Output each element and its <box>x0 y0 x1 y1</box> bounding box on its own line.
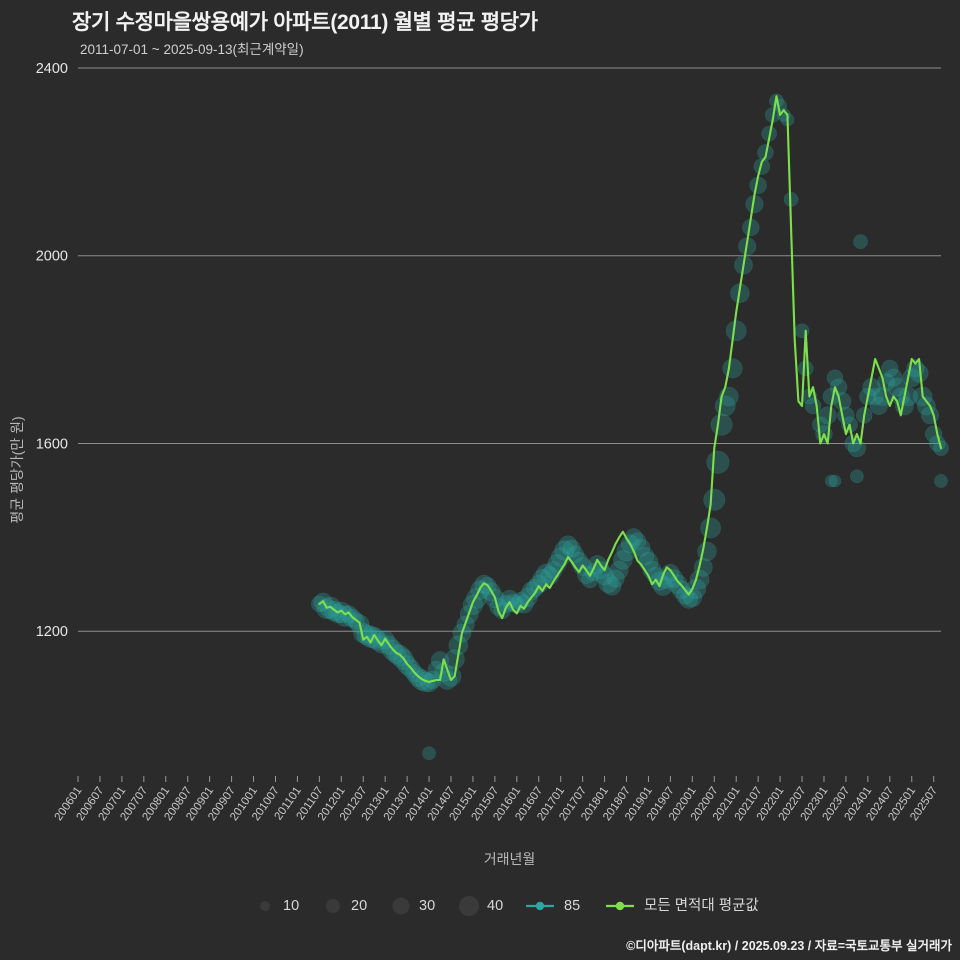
data-point-bubble <box>921 406 940 425</box>
legend-size-bubble <box>392 897 410 915</box>
data-point-bubble <box>700 517 721 539</box>
data-point-bubble <box>602 576 622 596</box>
y-axis-tick-label: 2000 <box>36 249 68 265</box>
data-point-bubble <box>577 565 596 584</box>
data-point-bubble <box>826 369 844 387</box>
data-point-bubble <box>818 406 837 425</box>
data-point-bubble <box>884 368 903 387</box>
data-point-bubble <box>444 649 465 670</box>
data-point-bubble <box>797 360 814 377</box>
data-point-bubble <box>725 320 747 342</box>
data-point-bubble <box>606 569 625 588</box>
legend-size-label[interactable]: 40 <box>487 898 503 914</box>
page-title: 장기 수정마을쌍용예가 아파트(2011) 월별 평균 평당가 <box>72 11 538 34</box>
data-point-bubble <box>598 573 618 594</box>
data-point-bubble <box>679 589 699 609</box>
data-point-bubble <box>703 488 726 511</box>
data-point-bubble <box>330 601 352 624</box>
data-point-bubble <box>722 358 743 379</box>
data-point-bubble <box>440 665 462 687</box>
legend-size-label[interactable]: 20 <box>351 898 367 914</box>
legend-series-marker <box>535 901 545 911</box>
data-point-bubble <box>609 560 629 580</box>
data-point-bubble <box>866 387 884 406</box>
y-axis-tick-label: 1600 <box>36 436 68 452</box>
data-point-bubble <box>613 550 633 570</box>
legend-size-label[interactable]: 30 <box>419 898 435 914</box>
data-point-bubble <box>753 158 771 175</box>
data-point-bubble <box>847 439 866 458</box>
data-point-bubble <box>595 566 614 586</box>
chart-subtitle: 2011-07-01 ~ 2025-09-13(최근계약일) <box>80 42 304 57</box>
data-point-bubble <box>934 474 948 488</box>
bubble-series <box>311 93 949 761</box>
data-point-bubble <box>881 359 899 378</box>
legend-size-label[interactable]: 10 <box>283 898 299 914</box>
data-point-bubble <box>853 234 868 250</box>
legend-size-bubble <box>326 899 340 913</box>
y-axis-tick-label: 1200 <box>36 624 68 640</box>
data-point-bubble <box>828 474 842 488</box>
data-point-bubble <box>706 450 730 474</box>
data-point-bubble <box>825 474 838 488</box>
data-point-bubble <box>869 396 888 415</box>
data-point-bubble <box>850 469 864 484</box>
data-point-bubble <box>581 570 599 589</box>
data-point-bubble <box>675 586 695 605</box>
data-point-bubble <box>518 587 538 608</box>
x-axis-title: 거래년월 <box>484 851 536 867</box>
y-axis-title: 평균 평당가(만 원) <box>9 416 25 523</box>
data-point-bubble <box>359 625 382 648</box>
legend-series-label[interactable]: 모든 면적대 평균값 <box>644 897 759 914</box>
data-point-bubble <box>562 539 581 558</box>
data-point-bubble <box>710 413 733 436</box>
data-point-bubble <box>804 397 822 415</box>
average-line <box>318 95 943 683</box>
legend-size-bubble <box>459 896 479 916</box>
data-point-bubble <box>504 594 523 613</box>
y-axis-tick-label: 2400 <box>36 61 68 77</box>
data-point-bubble <box>522 581 541 601</box>
legend: 10 20 30 40 85 모든 면적대 평균값 <box>260 896 759 916</box>
legend-size-bubble <box>260 901 270 911</box>
data-point-bubble <box>554 540 575 561</box>
footer-credit: ©디아파트(dapt.kr) / 2025.09.23 / 자료=국토교통부 실… <box>626 939 952 953</box>
data-point-bubble <box>532 568 553 589</box>
data-point-bubble <box>500 589 519 609</box>
legend-series-marker <box>615 901 625 911</box>
data-point-bubble <box>430 651 450 670</box>
data-point-bubble <box>422 746 436 761</box>
data-point-bubble <box>667 574 688 594</box>
legend-series-label[interactable]: 85 <box>564 898 580 914</box>
data-point-bubble <box>566 545 584 563</box>
data-point-bubble <box>558 535 578 555</box>
